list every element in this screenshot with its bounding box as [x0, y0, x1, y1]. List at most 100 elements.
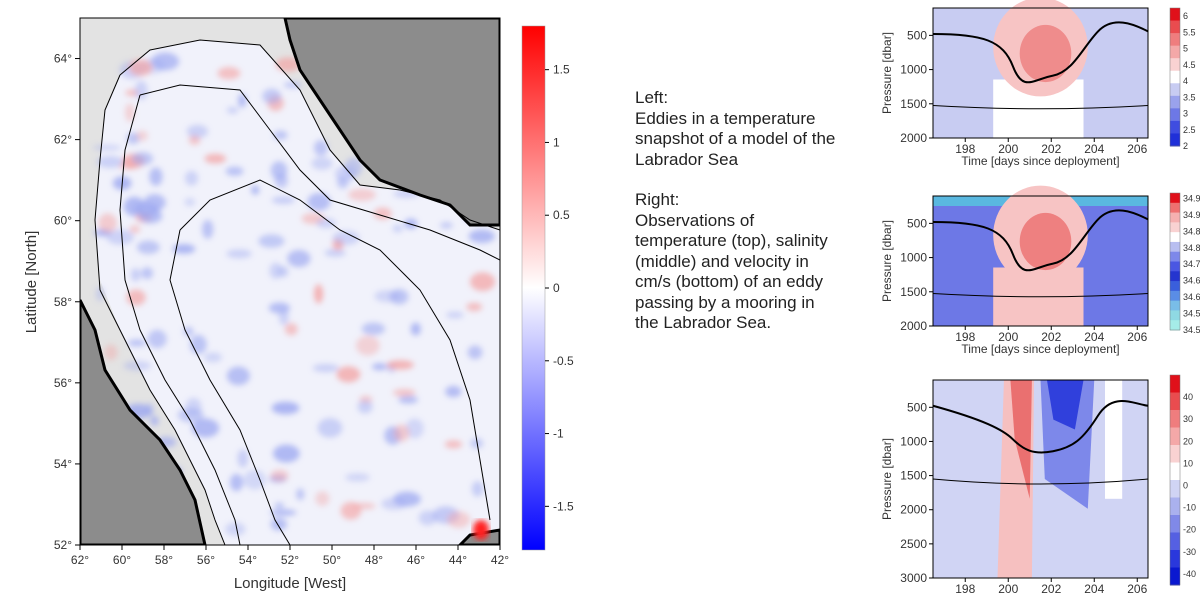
- warm-eddy: [386, 360, 414, 370]
- y-tick-label: 500: [907, 216, 927, 230]
- cold-eddy: [149, 167, 163, 186]
- cold-eddy: [277, 266, 289, 278]
- x-tick-label: 200: [998, 142, 1018, 156]
- warm-eddy: [393, 424, 410, 442]
- colorbar-tick-label: 2: [1183, 141, 1188, 151]
- y-tick-label: 60°: [54, 214, 72, 228]
- cold-eddy: [191, 418, 220, 438]
- colorbar-segment: [1170, 212, 1180, 223]
- cold-eddy: [204, 352, 222, 363]
- isobath-contour-inner: [119, 84, 500, 545]
- cold-eddy: [361, 322, 386, 336]
- warm-eddy: [136, 130, 148, 142]
- x-tick-label: 58°: [155, 553, 173, 567]
- y-axis-label: Pressure [dbar]: [880, 32, 894, 114]
- cold-eddy: [183, 326, 194, 337]
- x-tick-label: 56°: [197, 553, 215, 567]
- cold-eddy: [258, 234, 285, 248]
- colorbar-tick-label: 0: [1183, 481, 1188, 491]
- colorbar: [1169, 374, 1181, 586]
- colorbar-tick-label: 20: [1183, 436, 1193, 446]
- y-tick-label: 2000: [900, 131, 927, 145]
- y-tick-label: 500: [907, 400, 927, 414]
- warm-eddy: [129, 59, 153, 76]
- colorbar-tick-label: 34.74: [1183, 259, 1200, 269]
- x-tick-label: 42°: [491, 553, 509, 567]
- colorbar-segment: [1170, 445, 1180, 463]
- cold-eddy: [269, 509, 297, 516]
- description-text: Left: Eddies in a temperature snapshot o…: [635, 88, 865, 334]
- warm-eddy: [98, 213, 117, 233]
- cold-eddy: [410, 322, 421, 336]
- cold-eddy: [136, 240, 160, 255]
- x-tick-label: 200: [998, 330, 1018, 344]
- warm-eddy: [126, 289, 146, 306]
- colorbar-segment: [1170, 232, 1180, 243]
- x-tick-label: 60°: [113, 553, 131, 567]
- colorbar-tick-label: 2.5: [1183, 125, 1196, 135]
- x-tick-label: 198: [955, 330, 975, 344]
- cold-eddy: [270, 517, 287, 531]
- y-tick-label: 3000: [900, 571, 927, 585]
- warm-eddy: [466, 302, 483, 312]
- cold-eddy: [345, 473, 370, 482]
- cold-eddy: [131, 152, 154, 166]
- colorbar-tick-label: -1: [553, 427, 564, 441]
- isobath-contour-deep: [169, 179, 491, 545]
- cold-eddy: [93, 144, 122, 151]
- colorbar: [1169, 192, 1181, 331]
- colorbar-tick-label: 34.62: [1183, 292, 1200, 302]
- cold-eddy: [372, 363, 388, 371]
- cold-eddy: [317, 418, 343, 438]
- cold-eddy: [357, 400, 373, 414]
- cold-eddy: [314, 139, 328, 156]
- warm-eddy: [204, 153, 227, 164]
- cold-eddy: [96, 286, 105, 302]
- colorbar-tick-label: 0.5: [553, 208, 570, 222]
- colorbar-segment: [1170, 133, 1180, 147]
- colorbar-tick-label: 34.8: [1183, 243, 1200, 253]
- cold-eddy: [225, 166, 244, 176]
- cold-eddy: [184, 197, 196, 207]
- colorbar-tick-label: 0: [553, 281, 560, 295]
- left-body: Eddies in a temperature snapshot of a mo…: [635, 108, 836, 169]
- colorbar-tick-label: 3: [1183, 109, 1188, 119]
- cold-eddy: [106, 229, 135, 245]
- cold-eddy: [186, 124, 208, 139]
- cold-eddy: [405, 418, 424, 439]
- warm-eddy: [315, 491, 330, 506]
- cold-eddy: [446, 311, 464, 319]
- cold-eddy: [229, 473, 244, 492]
- x-tick-label: 206: [1127, 330, 1147, 344]
- positive-velocity-core: [1010, 380, 1032, 499]
- warm-eddy: [348, 188, 376, 201]
- negative-velocity-max: [1046, 380, 1084, 430]
- cold-eddy: [226, 106, 239, 114]
- colorbar-tick-label: 4.5: [1183, 60, 1196, 70]
- temperature-map: 62° 60° 58° 56° 54° 52° 50° 48° 46° 44° 42° 52° 54°…: [23, 17, 574, 592]
- colorbar-tick-label: -10: [1183, 503, 1196, 513]
- x-tick-label: 202: [1041, 142, 1061, 156]
- cold-eddy: [311, 156, 333, 170]
- cold-eddy: [392, 224, 404, 233]
- cold-eddy: [316, 218, 336, 229]
- observation-panel-3: 198 200 202 204 20650010001500200025003000Pr…: [880, 374, 1196, 596]
- cold-eddy: [296, 488, 305, 501]
- cold-eddy: [468, 229, 495, 244]
- cold-eddy: [273, 130, 288, 140]
- colorbar-segment: [1170, 33, 1180, 47]
- colorbar-segment: [1170, 58, 1180, 72]
- zero-velocity-region: [1105, 380, 1123, 499]
- colorbar-segment: [1170, 193, 1180, 204]
- plot-frame: [932, 379, 1149, 579]
- x-tick-label: 62°: [71, 553, 89, 567]
- deep-isopycnal-contour: [932, 105, 1149, 110]
- colorbar-segment: [1170, 300, 1180, 311]
- colorbar-segment: [1170, 120, 1180, 134]
- map-colorbar: [521, 25, 546, 551]
- colorbar-segment: [1170, 375, 1180, 393]
- colorbar-tick-label: 34.5: [1183, 325, 1200, 335]
- y-tick-label: 1000: [900, 63, 927, 77]
- colorbar-segment: [1170, 108, 1180, 122]
- y-tick-label: 56°: [54, 376, 72, 390]
